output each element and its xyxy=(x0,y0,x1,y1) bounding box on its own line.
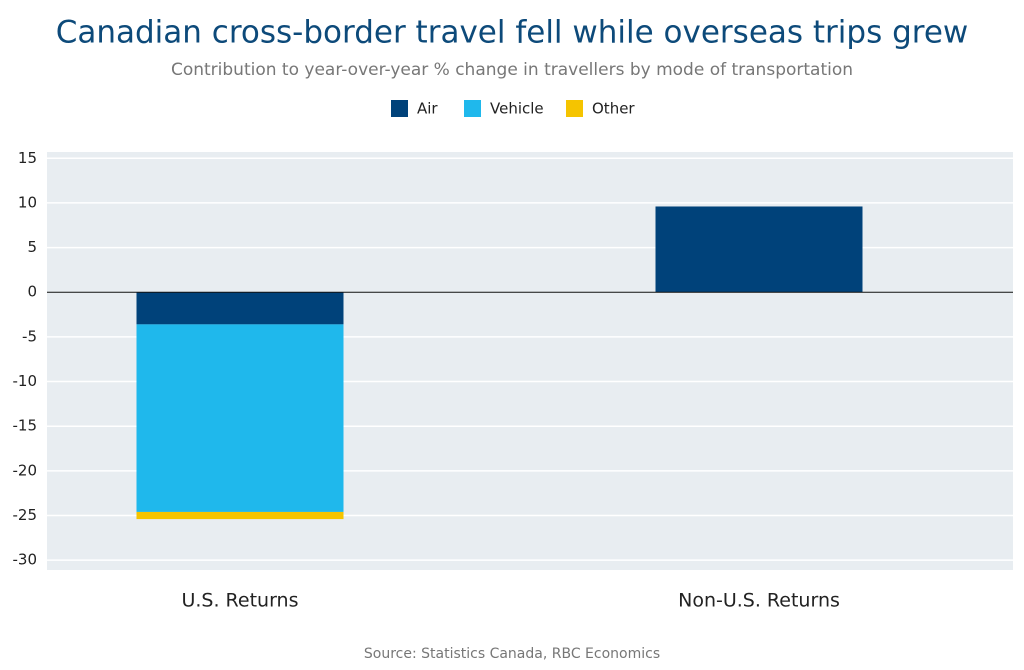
y-tick-label: -15 xyxy=(13,417,38,435)
legend-swatch xyxy=(566,100,583,117)
y-tick-label: 10 xyxy=(18,193,37,211)
y-tick-label: -20 xyxy=(13,461,38,479)
bar-segment xyxy=(136,292,344,325)
chart-title: Canadian cross-border travel fell while … xyxy=(56,15,969,51)
y-tick-label: -30 xyxy=(13,551,38,569)
source-note: Source: Statistics Canada, RBC Economics xyxy=(364,646,660,662)
bar-segment xyxy=(136,511,344,520)
legend-swatch xyxy=(464,100,481,117)
y-tick-label: 0 xyxy=(27,283,37,301)
legend-swatch xyxy=(391,100,408,117)
chart-subtitle: Contribution to year-over-year % change … xyxy=(171,60,853,80)
x-tick-label: Non-U.S. Returns xyxy=(678,590,840,612)
y-tick-label: 5 xyxy=(27,238,37,256)
bar-segment xyxy=(136,324,344,512)
legend-label: Vehicle xyxy=(490,100,544,118)
legend-label: Air xyxy=(417,100,438,118)
y-tick-label: 15 xyxy=(18,149,37,167)
y-tick-label: -25 xyxy=(13,506,38,524)
x-tick-label: U.S. Returns xyxy=(181,590,298,612)
bar-segment xyxy=(655,206,863,293)
legend-label: Other xyxy=(592,100,635,118)
y-tick-label: -10 xyxy=(13,372,38,390)
y-tick-label: -5 xyxy=(22,327,37,345)
bars xyxy=(136,206,863,520)
